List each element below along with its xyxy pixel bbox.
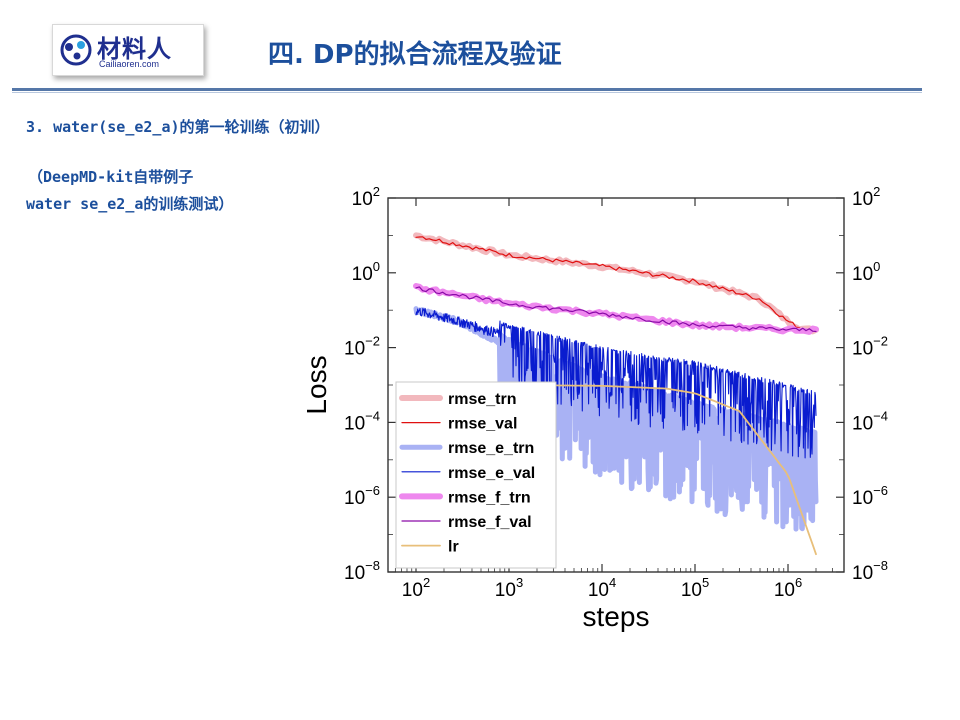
y-tick-label: 10−2 [344, 334, 380, 360]
series-line-rmse-f-val [415, 286, 817, 333]
y-tick-label-right: 10−6 [852, 483, 888, 509]
y-tick-label-right: 10−2 [852, 334, 888, 360]
header-rule-secondary [12, 92, 922, 93]
y-axis-label: Loss [301, 355, 332, 414]
logo-domain: Cailiaoren.com [99, 59, 160, 69]
y-tick-label-right: 100 [852, 259, 880, 285]
legend-label: rmse_e_val [448, 465, 535, 482]
y-tick-label-right: 10−8 [852, 558, 888, 584]
x-tick-label: 106 [774, 575, 802, 601]
legend-label: rmse_f_val [448, 514, 532, 531]
logo: 材料人 Cailiaoren.com [52, 24, 204, 76]
page-title: 四. DP的拟合流程及验证 [268, 40, 562, 70]
legend-label: rmse_val [448, 416, 517, 433]
header-rule [12, 88, 922, 91]
note-line-1: （DeepMD-kit自带例子 [28, 168, 194, 186]
y-tick-label: 10−8 [344, 558, 380, 584]
series-line-rmse-val [415, 236, 817, 333]
loss-chart: 102 103 104 105 106 10−8 10−8 10−6 10−6 10−4 10−4 1… [301, 184, 888, 632]
x-tick-label: 102 [402, 575, 430, 601]
y-tick-label-right: 102 [852, 184, 880, 210]
logo-mark-icon [60, 34, 92, 66]
x-tick-label: 103 [495, 575, 523, 601]
y-tick-label: 10−6 [344, 483, 380, 509]
y-tick-label-right: 10−4 [852, 408, 888, 434]
series-line-rmse-e-val [415, 307, 817, 459]
x-axis-label: steps [583, 601, 650, 632]
y-tick-label: 102 [352, 184, 380, 210]
series-line-rmse-trn [413, 232, 819, 335]
section-heading: 3. water(se_e2_a)的第一轮训练（初训） [26, 118, 330, 136]
series-line-rmse-e-trn [413, 306, 819, 532]
legend-label: rmse_e_trn [448, 440, 534, 457]
x-tick-label: 104 [588, 575, 616, 601]
legend-label: rmse_f_trn [448, 489, 531, 506]
note-line-2: water se_e2_a的训练测试） [26, 195, 234, 213]
legend-label: lr [448, 539, 459, 556]
y-tick-label: 10−4 [344, 408, 380, 434]
x-tick-label: 105 [681, 575, 709, 601]
legend-box [395, 381, 557, 569]
y-tick-label: 100 [352, 259, 380, 285]
legend-label: rmse_trn [448, 391, 516, 408]
logo-brand: 材料人 [97, 35, 172, 63]
